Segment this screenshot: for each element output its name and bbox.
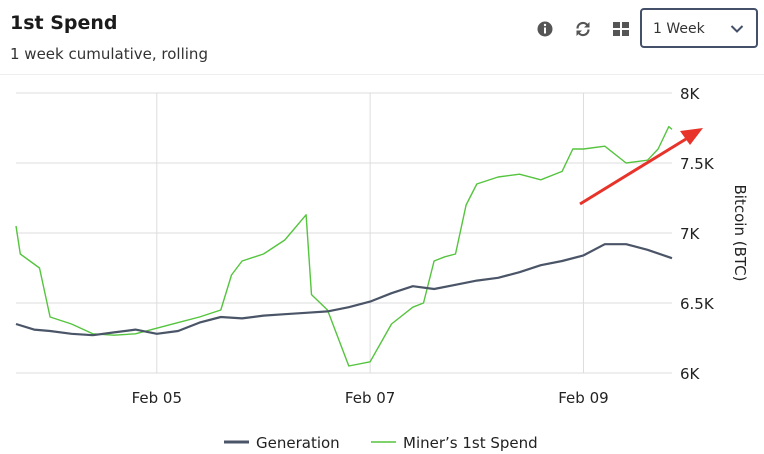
x-tick-label: Feb 09: [558, 389, 608, 407]
info-icon[interactable]: [536, 20, 554, 38]
chart-series-layer: [15, 125, 673, 367]
y-tick-label: 8K: [680, 85, 701, 103]
x-tick-label: Feb 05: [132, 389, 182, 407]
legend-label: Miner’s 1st Spend: [403, 434, 538, 452]
annotation-arrow-head: [680, 128, 703, 145]
refresh-icon[interactable]: [574, 20, 592, 38]
range-select[interactable]: 1 Week: [640, 8, 758, 48]
header-divider: [0, 74, 764, 75]
annotation-arrow-shaft: [579, 137, 687, 206]
y-axis: 6K 6.5K 7K 7.5K 8K: [680, 85, 715, 383]
range-select-value: 1 Week: [653, 21, 705, 37]
series-line-generation: [15, 243, 673, 337]
legend-item-generation[interactable]: Generation: [224, 434, 340, 452]
y-tick-label: 7.5K: [680, 155, 715, 173]
y-tick-label: 6.5K: [680, 295, 715, 313]
chart-subtitle: 1 week cumulative, rolling: [10, 45, 208, 63]
legend-label: Generation: [256, 434, 340, 452]
chart-title: 1st Spend: [10, 12, 118, 34]
legend-item-miner-1st-spend[interactable]: Miner’s 1st Spend: [371, 434, 538, 452]
y-tick-label: 7K: [680, 225, 701, 243]
annotation-arrow: [579, 128, 703, 206]
x-axis: Feb 05 Feb 07 Feb 09: [132, 389, 609, 407]
chart-legend: Generation Miner’s 1st Spend: [224, 434, 538, 452]
y-axis-label: Bitcoin (BTC): [731, 185, 749, 282]
chevron-down-icon: [730, 25, 744, 33]
x-tick-label: Feb 07: [345, 389, 395, 407]
grid-icon[interactable]: [612, 20, 630, 38]
series-line-miner-1st-spend: [15, 125, 673, 367]
chart-grid: [16, 92, 672, 374]
y-tick-label: 6K: [680, 365, 701, 383]
